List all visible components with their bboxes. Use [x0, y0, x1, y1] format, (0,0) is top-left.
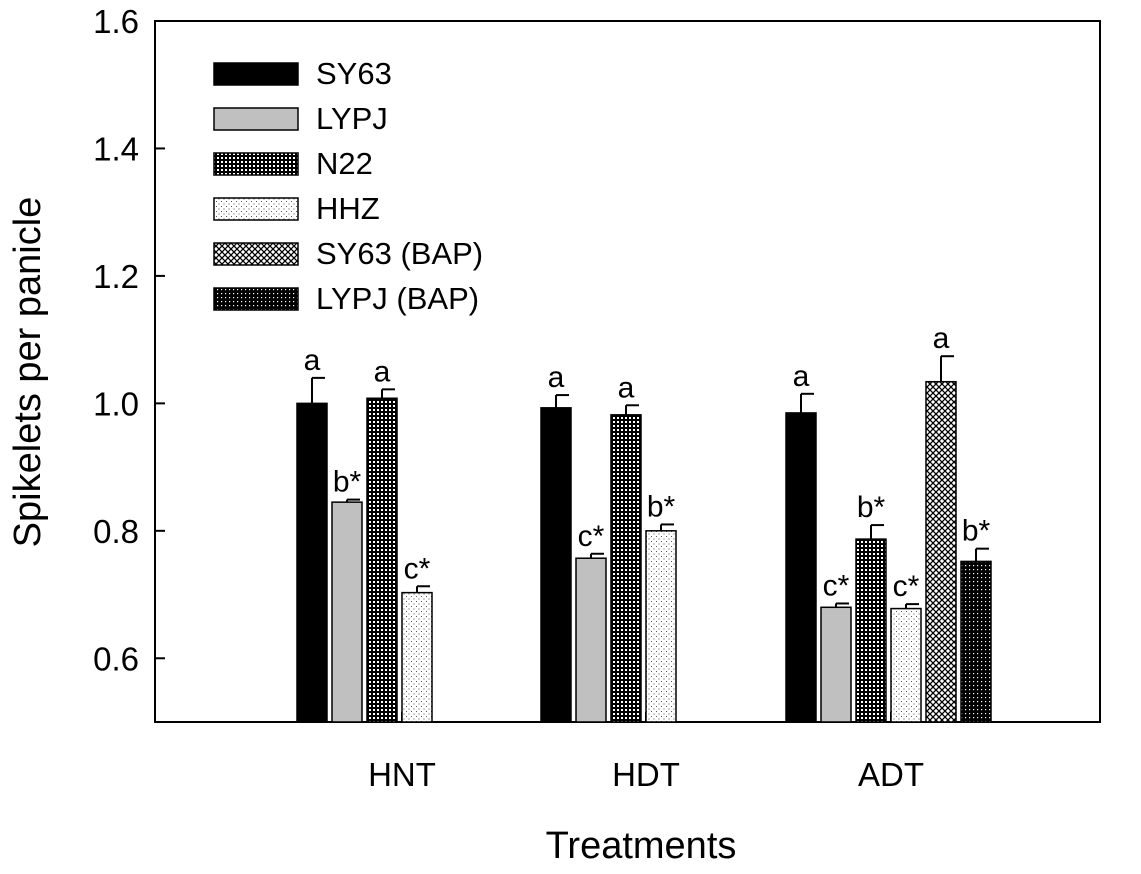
sig-label-hnt-hhz: c* [404, 552, 431, 585]
legend-label-sy63-bap: SY63 (BAP) [316, 236, 483, 271]
legend-label-n22: N22 [316, 146, 373, 181]
bar-hnt-lypj [331, 501, 363, 723]
y-tick-label-5: 1.6 [93, 3, 139, 40]
bar-adt-hhz [890, 607, 922, 723]
bars-group: a a a b* c* c* a a b* c* b* c* a b* [296, 322, 992, 723]
legend-label-lypj-bap: LYPJ (BAP) [316, 281, 479, 316]
bar-hdt-sy63 [540, 407, 572, 723]
sig-label-adt-lypj: c* [823, 569, 850, 602]
bar-hnt-n22 [366, 397, 398, 723]
legend-swatch-lypj [213, 107, 299, 131]
sig-label-adt-sy63-bap: a [933, 322, 950, 355]
legend-label-lypj: LYPJ [316, 101, 388, 136]
x-tick-label-2: ADT [858, 756, 924, 793]
y-tick-label-2: 1.0 [93, 385, 139, 422]
x-tick-label-1: HDT [612, 756, 680, 793]
legend-label-sy63: SY63 [316, 56, 392, 91]
bar-adt-lypj-bap [960, 560, 992, 723]
bar-adt-n22 [855, 538, 887, 723]
x-axis-label: Treatments [546, 825, 737, 867]
legend-swatch-sy63 [213, 62, 299, 86]
y-tick-label-3: 1.2 [93, 258, 139, 295]
bar-hdt-hhz [645, 530, 677, 723]
bar-hdt-n22 [610, 414, 642, 723]
sig-label-hnt-n22: a [374, 355, 391, 388]
bar-adt-lypj [820, 606, 852, 723]
sig-label-hnt-lypj: b* [333, 466, 362, 499]
sig-label-hdt-sy63: a [548, 361, 565, 394]
y-tick-label-0: 0.6 [93, 640, 139, 677]
sig-label-hdt-lypj: c* [578, 520, 605, 553]
x-axis: HNT HDT ADT [368, 712, 924, 793]
legend-swatch-n22 [213, 152, 299, 176]
legend: SY63 LYPJ N22 HHZ SY63 (BAP) LYPJ (BAP) [213, 56, 483, 316]
x-tick-label-0: HNT [368, 756, 436, 793]
bar-hdt-lypj [575, 557, 607, 723]
y-tick-label-1: 0.8 [93, 513, 139, 550]
sig-label-hdt-hhz: b* [647, 490, 676, 523]
legend-swatch-hhz [213, 197, 299, 221]
sig-label-adt-n22: b* [857, 491, 886, 524]
bar-adt-sy63 [785, 412, 817, 723]
y-axis-label: Spikelets per panicle [7, 197, 49, 548]
sig-label-adt-lypj-bap: b* [962, 515, 991, 548]
sig-label-hdt-n22: a [618, 371, 635, 404]
legend-label-hhz: HHZ [316, 191, 380, 226]
legend-swatch-sy63-bap [213, 242, 299, 266]
bar-hnt-sy63 [296, 402, 328, 723]
y-tick-label-4: 1.4 [93, 130, 139, 167]
sig-label-hnt-sy63: a [304, 344, 321, 377]
bar-hnt-hhz [401, 591, 433, 723]
y-axis: 0.6 0.8 1.0 1.2 1.4 1.6 [93, 3, 165, 677]
legend-swatch-lypj-bap [213, 287, 299, 311]
bar-adt-sy63-bap [925, 380, 957, 723]
sig-label-adt-sy63: a [793, 360, 810, 393]
sig-label-adt-hhz: c* [893, 570, 920, 603]
